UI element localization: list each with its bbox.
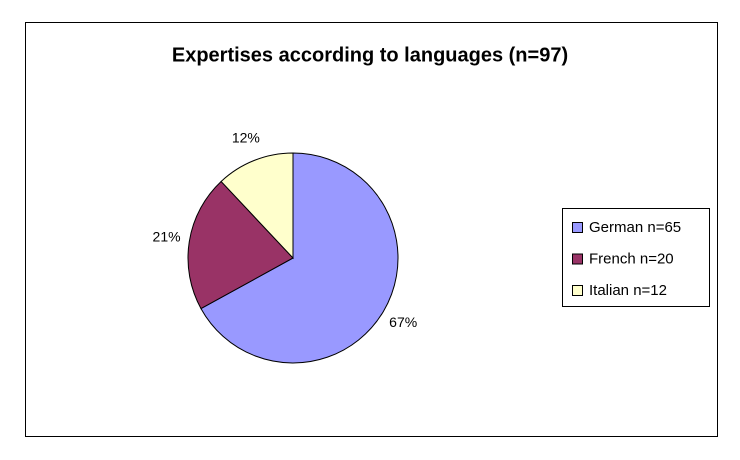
pie-slice — [187, 180, 294, 310]
legend-label: French n=20 — [589, 250, 674, 267]
data-label: 21% — [153, 229, 181, 245]
pie-slice — [220, 152, 294, 260]
chart-title: Expertises according to languages (n=97) — [172, 44, 568, 66]
legend-swatch — [572, 222, 583, 233]
pie-slice — [200, 152, 399, 364]
legend-swatch — [572, 253, 583, 265]
legend-swatch — [572, 285, 583, 296]
data-label: 12% — [232, 130, 260, 146]
legend-box — [562, 208, 710, 307]
legend-label: German n=65 — [589, 219, 681, 236]
data-label: 67% — [389, 314, 417, 330]
legend-label: Italian n=12 — [589, 282, 667, 299]
